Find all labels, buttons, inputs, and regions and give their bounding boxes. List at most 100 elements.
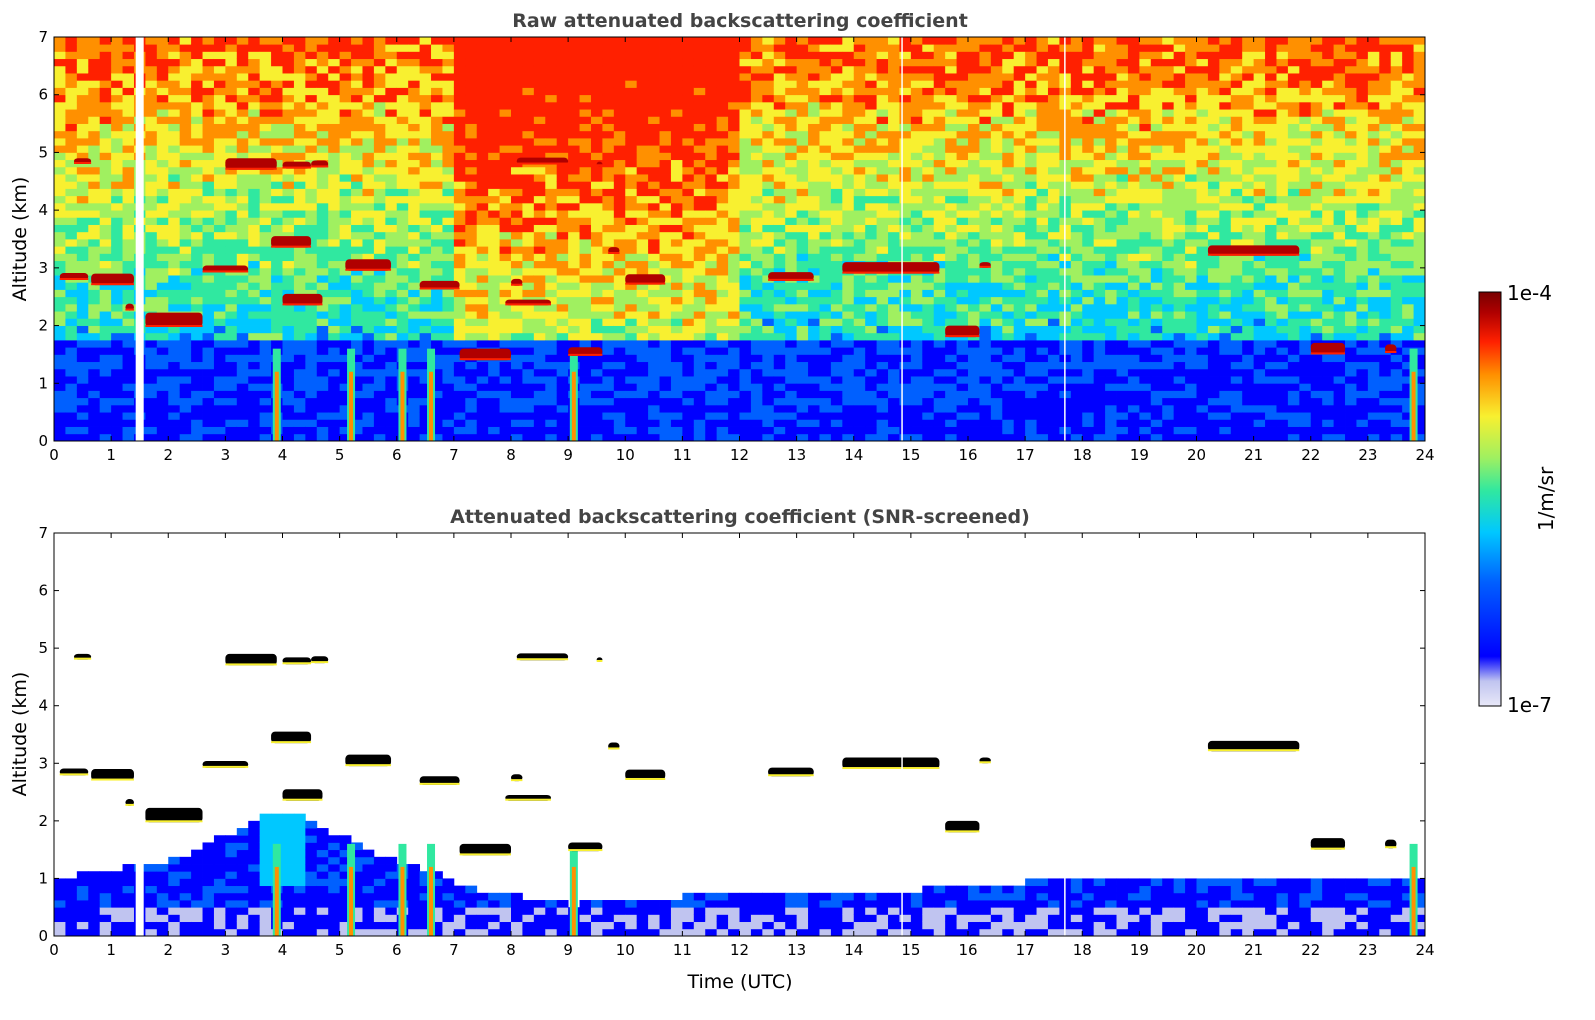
heatmap-cell [876,275,889,283]
heatmap-cell [419,174,432,182]
heatmap-cell [819,109,832,117]
heatmap-cell [899,152,912,161]
heatmap-cell [476,87,489,96]
heatmap-cell [213,94,226,103]
heatmap-cell [636,361,649,370]
heatmap-cell [385,267,398,276]
heatmap-cell [990,433,1003,442]
heatmap-cell [956,340,969,348]
heatmap-cell [499,397,512,406]
heatmap-cell [225,101,238,110]
heatmap-cell [716,433,729,442]
heatmap-cell [122,347,135,355]
heatmap-cell [511,58,523,67]
heatmap-cell [271,73,283,81]
heatmap-cell [76,217,89,225]
heatmap-cell [453,202,466,211]
heatmap-cell [945,58,957,67]
heatmap-cell [785,267,798,276]
heatmap-cell [670,390,683,399]
heatmap-cell [213,152,226,161]
heatmap-cell [590,383,603,391]
heatmap-cell [762,231,775,240]
heatmap-cell [670,145,683,153]
heatmap-cell [453,210,466,218]
heatmap-cell [408,138,421,146]
heatmap-cell [522,94,535,103]
heatmap-cell [419,361,432,370]
heatmap-cell [716,80,729,88]
heatmap-cell [613,325,626,334]
heatmap-cell [945,224,957,233]
heatmap-cell [705,246,718,254]
heatmap-cell [339,433,352,442]
heatmap-cell [385,94,398,103]
heatmap-cell [956,188,969,197]
heatmap-cell [488,368,500,377]
heatmap-cell [111,318,123,326]
heatmap-cell [328,426,341,435]
heatmap-cell [648,325,660,334]
heatmap-cell [1013,246,1026,254]
heatmap-cell [762,433,775,442]
heatmap-cell [248,202,261,211]
heatmap-cell [579,44,592,52]
heatmap-cell [408,397,421,406]
heatmap-cell [442,51,455,60]
heatmap-cell [785,332,798,341]
heatmap-cell [682,210,695,218]
heatmap-cell [328,419,341,427]
heatmap-cell [419,44,432,52]
heatmap-cell [888,109,900,117]
heatmap-cell [682,166,695,175]
heatmap-cell [465,311,478,319]
heatmap-cell [248,174,261,182]
heatmap-cell [499,116,512,124]
heatmap-cell [579,80,592,88]
heatmap-cell [213,80,226,88]
heatmap-cell [362,361,375,370]
heatmap-cell [830,138,843,146]
heatmap-cell [762,318,775,326]
heatmap-cell [511,231,523,240]
heatmap-cell [316,166,329,175]
heatmap-cell [648,101,660,110]
heatmap-cell [705,397,718,406]
heatmap-cell [99,260,112,269]
heatmap-cell [328,347,341,355]
heatmap-cell [465,51,478,60]
heatmap-cell [156,397,169,406]
heatmap-cell [396,296,409,305]
heatmap-cell [648,130,660,139]
heatmap-cell [522,361,535,370]
heatmap-cell [773,390,786,399]
heatmap-cell [282,282,295,290]
heatmap-cell [808,174,820,182]
heatmap-cell [750,289,763,298]
heatmap-cell [442,397,455,406]
heatmap-cell [842,80,855,88]
heatmap-cell [282,44,295,52]
heatmap-cell [796,116,809,124]
heatmap-cell [385,195,398,204]
heatmap-cell [945,152,957,161]
heatmap-cell [1025,397,1037,406]
heatmap-cell [773,239,786,247]
heatmap-cell [373,426,386,435]
heatmap-cell [693,231,706,240]
heatmap-cell [202,404,215,413]
heatmap-cell [762,123,775,132]
heatmap-cell [579,87,592,96]
heatmap-cell [339,174,352,182]
heatmap-cell [636,73,649,81]
heatmap-cell [65,87,78,96]
heatmap-cell [533,419,546,427]
heatmap-cell [236,210,249,218]
heatmap-cell [76,58,89,67]
heatmap-cell [328,65,341,74]
heatmap-cell [945,412,957,420]
heatmap-cell [453,73,466,81]
heatmap-cell [728,332,740,341]
heatmap-cell [956,224,969,233]
heatmap-cell [910,303,923,312]
